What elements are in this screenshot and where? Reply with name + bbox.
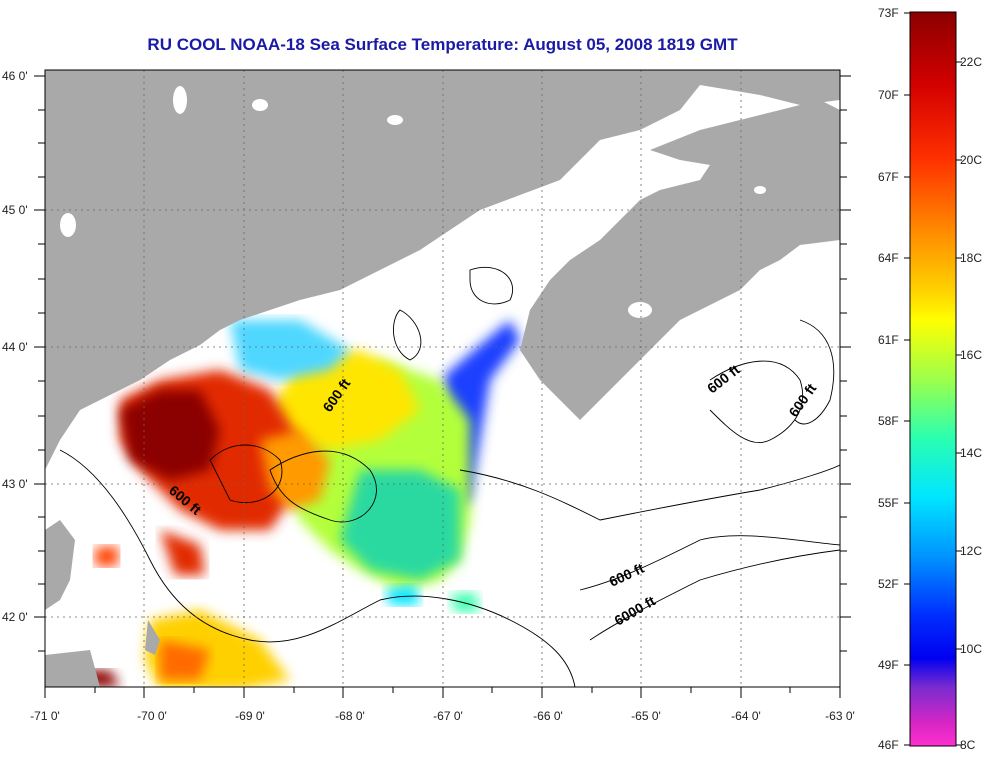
colorbar-label-10c: 10C (960, 642, 983, 656)
bathymetry-contours (59, 266, 840, 687)
lat-label-44: 44 0' (2, 340, 28, 354)
colorbar-label-49f: 49F (878, 658, 899, 672)
colorbar-label-58f: 58F (878, 414, 899, 428)
map-title: RU COOL NOAA-18 Sea Surface Temperature:… (147, 35, 738, 54)
colorbar-label-20c: 20C (960, 153, 983, 167)
lon-label-68: -68 0' (335, 709, 365, 723)
colorbar-label-64f: 64F (878, 251, 899, 265)
colorbar-label-67f: 67F (878, 170, 899, 184)
sst-data-field (45, 320, 520, 687)
lat-label-42: 42 0' (2, 610, 28, 624)
colorbar-label-70f: 70F (878, 88, 899, 102)
sst-map: 600 ft 600 ft 600 ft 600 ft 600 ft 6000 … (2, 69, 855, 723)
colorbar-gradient (904, 11, 962, 747)
lon-label-66: -66 0' (533, 709, 563, 723)
lon-label-70: -70 0' (137, 709, 167, 723)
lon-label-64: -64 0' (731, 709, 761, 723)
lat-label-45: 45 0' (2, 203, 28, 217)
lon-label-65: -65 0' (631, 709, 661, 723)
axis-ticks (34, 75, 851, 698)
lon-label-69: -69 0' (235, 709, 265, 723)
colorbar-label-14c: 14C (960, 446, 983, 460)
colorbar: 73F 70F 67F 64F 61F 58F 55F 52F 49F 46F … (868, 0, 984, 761)
lon-label-67: -67 0' (433, 709, 463, 723)
land (45, 70, 840, 687)
lon-label-63: -63 0' (825, 709, 855, 723)
colorbar-label-73f: 73F (878, 6, 899, 20)
colorbar-label-52f: 52F (878, 577, 899, 591)
lon-label-71: -71 0' (30, 709, 60, 723)
colorbar-label-22c: 22C (960, 55, 983, 69)
colorbar-label-61f: 61F (878, 333, 899, 347)
colorbar-label-18c: 18C (960, 251, 983, 265)
lat-label-46: 46 0' (2, 69, 28, 83)
lat-label-43: 43 0' (2, 477, 28, 491)
colorbar-label-16c: 16C (960, 348, 983, 362)
lakes (60, 86, 766, 318)
graticule (45, 70, 840, 687)
colorbar-label-46f: 46F (878, 738, 899, 752)
colorbar-label-12c: 12C (960, 544, 983, 558)
colorbar-label-8c: 8C (960, 738, 976, 752)
colorbar-label-55f: 55F (878, 496, 899, 510)
